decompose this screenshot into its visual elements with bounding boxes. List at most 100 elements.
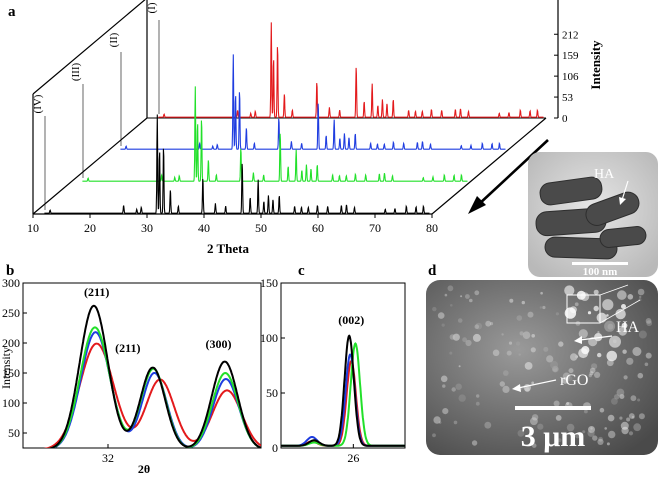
sem-particle [476, 394, 480, 398]
sem-particle [637, 398, 641, 402]
panel-a-y-axis-title: Intensity [588, 40, 603, 90]
y-tick-label: 150 [2, 366, 20, 380]
sem-particle [594, 371, 601, 378]
panel-b-y-axis-title: Intensity [0, 347, 13, 389]
sem-particle [621, 304, 626, 309]
sem-particle [442, 384, 446, 388]
ha-rods [535, 176, 647, 260]
x-tick-label: 30 [141, 221, 153, 235]
sem-particle [608, 430, 616, 439]
sem-particle [475, 401, 480, 406]
sem-particle [521, 300, 525, 305]
sem-particle [432, 433, 436, 438]
panel-a-traces [44, 22, 544, 214]
peak-annotation: (211) [84, 285, 109, 299]
sem-particle [602, 299, 614, 311]
sem-particle [508, 341, 513, 345]
sem-particle [440, 375, 448, 383]
sem-particle [626, 417, 631, 422]
sem-particle [582, 430, 586, 434]
sem-particle [575, 433, 580, 439]
x-tick-label: 40 [198, 221, 210, 235]
y-tick-label: 212 [562, 29, 579, 41]
sem-particle [606, 442, 610, 446]
sem-particle [606, 314, 609, 317]
sem-particle [578, 329, 588, 339]
sem-particle [619, 416, 623, 420]
sem-particle [591, 363, 598, 370]
sem-particle [517, 429, 525, 437]
sem-particle [630, 395, 637, 402]
sem-rgo-label: rGO [560, 372, 588, 389]
sem-particle [604, 427, 607, 430]
sem-particle [518, 353, 521, 356]
y-tick-label: 100 [260, 331, 278, 345]
sem-particle [543, 346, 549, 352]
sem-particle [638, 330, 647, 339]
sem-particle [472, 333, 481, 342]
axis-line [32, 0, 146, 95]
x-tick-label: 26 [347, 451, 359, 465]
x-tick-label: 20 [84, 221, 96, 235]
sem-particle [444, 293, 448, 297]
sem-particle [432, 306, 437, 312]
sem-particle [453, 420, 458, 425]
xrd-trace-green [82, 86, 468, 182]
series-label: (III) [70, 63, 82, 82]
sem-particle [462, 337, 467, 343]
sem-particle [457, 318, 463, 323]
panel-c: c 0 50 100 150 26 (002) [260, 263, 406, 465]
sem-particle [593, 305, 599, 312]
sem-particle [637, 288, 645, 296]
sem-particle [593, 289, 599, 295]
peak-annotation: (002) [338, 313, 364, 327]
sem-particle [452, 333, 460, 341]
sem-particle [564, 307, 577, 319]
sem-particle [542, 305, 546, 310]
panel-c-y-ticks: 0 50 100 150 [260, 276, 285, 455]
sem-particle [604, 320, 616, 332]
panel-a-x-ticks: 10 20 30 40 50 60 70 80 [27, 214, 438, 235]
sem-particle [531, 334, 535, 338]
panel-c-curves [281, 334, 405, 447]
sem-particle [506, 350, 512, 356]
y-tick-label: 106 [562, 71, 579, 83]
sem-particle [597, 352, 602, 358]
sem-particle [531, 381, 535, 385]
sem-particle [589, 371, 594, 376]
sem-particle [618, 326, 628, 336]
sem-particle [522, 337, 525, 340]
sem-particle [568, 368, 574, 374]
sem-particle [589, 430, 592, 433]
sem-particle [553, 400, 560, 407]
sem-particle [621, 426, 629, 435]
sem-particle [531, 414, 539, 421]
sem-particle [619, 394, 625, 399]
sem-particle [524, 362, 533, 370]
sem-particle [606, 350, 618, 362]
sem-particle [539, 306, 542, 309]
panel-b-frame [22, 282, 262, 449]
panel-b: b 50 100 150 200 250 300 32 (211) (211) (300) I… [0, 263, 262, 476]
sem-particle [503, 370, 509, 376]
sem-particle [597, 438, 604, 445]
sem-particle [455, 383, 462, 390]
sem-particle [552, 367, 558, 372]
sem-particle [450, 304, 453, 307]
sem-particle [644, 362, 649, 367]
sem-particle [460, 295, 463, 298]
sem-particle [552, 365, 559, 373]
y-tick-label: 300 [2, 276, 20, 290]
depth-arrow [468, 139, 549, 214]
sem-particle [628, 413, 635, 419]
sem-particle [524, 387, 530, 393]
panel-b-x-ticks: 32 [102, 444, 114, 465]
sem-texture [432, 285, 653, 448]
sem-particle [530, 417, 538, 426]
sem-particle [596, 312, 607, 323]
series-label: (II) [108, 32, 120, 47]
panel-label-c: c [298, 263, 305, 279]
sem-particle [598, 436, 603, 442]
